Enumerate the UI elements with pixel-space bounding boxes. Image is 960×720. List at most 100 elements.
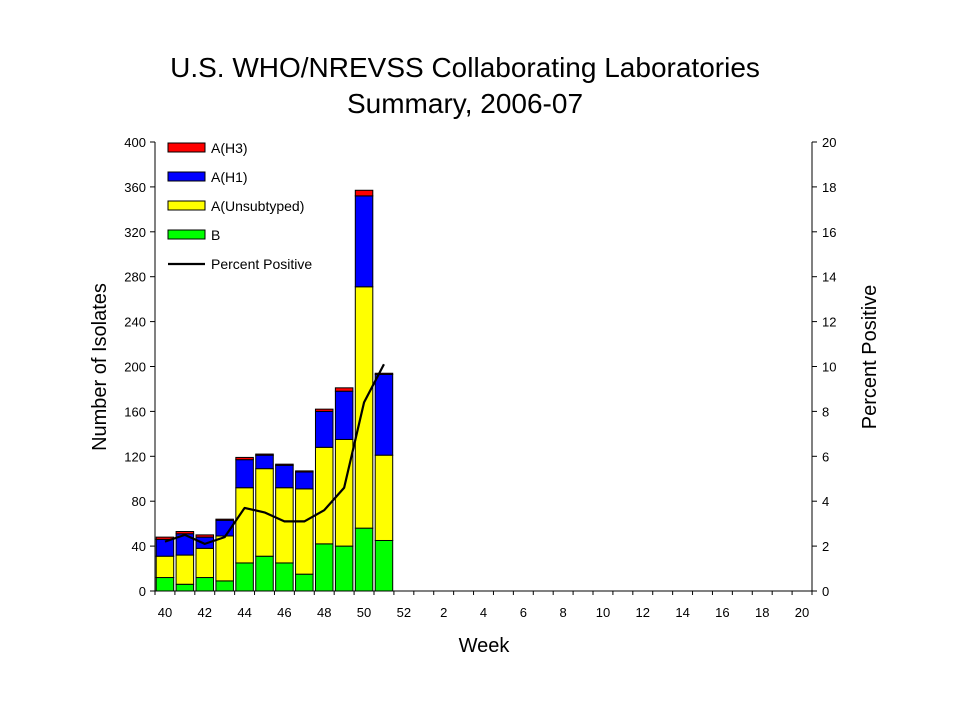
y-axis-title: Number of Isolates [89,283,111,451]
x-tick-label: 46 [277,605,291,620]
bar-a-h3-week-48 [314,408,334,412]
bar-a-h3-week-41 [175,531,195,535]
bar-a-h1-week-48 [314,410,334,448]
bar-b-week-50 [354,527,374,592]
legend-swatch-a-h1 [167,171,206,182]
y-tick-label: 0 [139,584,146,599]
chart-title: U.S. WHO/NREVSS Collaborating Laboratori… [170,52,760,83]
x-tick-label: 8 [560,605,567,620]
y2-tick-label: 8 [822,404,829,419]
bar-a-unsubtyped-week-47 [295,488,314,575]
bar-a-h3-week-42 [195,534,215,538]
x-tick-label: 48 [317,605,331,620]
bar-a-h3-week-43 [215,518,234,521]
bar-a-h3-week-46 [275,463,294,466]
percent-positive-layer [164,363,385,545]
bar-b-week-44 [235,562,254,592]
bar-a-h3-week-50 [354,189,374,197]
bar-a-unsubtyped-week-49 [334,438,354,547]
x-tick-label: 6 [520,605,527,620]
bar-a-h1-week-50 [354,195,374,288]
bar-a-h1-week-51 [374,373,394,456]
legend-label-a-h1: A(H1) [211,169,248,185]
x-tick-label: 50 [357,605,371,620]
x-tick-label: 2 [440,605,447,620]
bar-a-h3-week-51 [374,372,394,375]
bar-a-h3-week-45 [255,453,274,456]
y-tick-label: 320 [124,225,146,240]
x-tick-label: 10 [596,605,610,620]
x-tick-label: 44 [237,605,251,620]
y2-tick-label: 4 [822,494,829,509]
bar-a-unsubtyped-week-41 [175,554,195,585]
legend: A(H3) A(H1) A(Unsubtyped) B Percent Positive [167,140,312,272]
bar-a-h1-week-45 [255,454,274,470]
legend-label-a-h3: A(H3) [211,140,248,156]
axes-group: 0408012016020024028032036040002468101214… [124,135,836,620]
bar-a-h3-week-44 [235,456,254,461]
bar-b-week-43 [215,580,234,592]
y-tick-label: 240 [124,315,146,330]
chart-subtitle: Summary, 2006-07 [347,88,583,119]
y2-tick-label: 6 [822,449,829,464]
bar-b-week-47 [295,573,314,592]
bar-b-week-42 [195,577,215,592]
x-tick-label: 18 [755,605,769,620]
bar-a-unsubtyped-week-50 [354,286,374,529]
y2-tick-label: 14 [822,270,836,285]
bar-b-week-41 [175,583,195,592]
x-tick-label: 20 [795,605,809,620]
legend-swatch-a-h3 [167,142,206,153]
bar-a-h1-week-40 [155,538,175,557]
legend-label-percent-positive: Percent Positive [211,256,312,272]
bar-a-unsubtyped-week-44 [235,487,254,564]
y2-tick-label: 2 [822,539,829,554]
y2-tick-label: 10 [822,360,836,375]
x-tick-label: 4 [480,605,487,620]
x-tick-label: 42 [198,605,212,620]
bar-a-unsubtyped-week-42 [195,547,215,579]
bar-b-week-51 [374,539,394,592]
bar-a-unsubtyped-week-40 [155,555,175,579]
y-tick-label: 80 [132,494,146,509]
bar-a-h1-week-49 [334,390,354,440]
bar-a-h1-week-44 [235,459,254,489]
bar-b-week-40 [155,577,175,592]
x-tick-label: 40 [158,605,172,620]
bar-a-unsubtyped-week-43 [215,535,234,582]
x-tick-label: 16 [715,605,729,620]
y2-tick-label: 18 [822,180,836,195]
y2-tick-label: 0 [822,584,829,599]
y-tick-label: 160 [124,404,146,419]
x-tick-label: 12 [636,605,650,620]
y-tick-label: 400 [124,135,146,150]
bar-a-unsubtyped-week-48 [314,446,334,545]
bar-b-week-46 [275,562,294,592]
bar-a-h3-week-47 [295,470,314,473]
y-tick-label: 280 [124,270,146,285]
y-tick-label: 360 [124,180,146,195]
legend-swatch-a-unsubtyped [167,200,206,211]
percent-positive-line [164,363,385,545]
y-tick-label: 200 [124,360,146,375]
legend-label-a-unsubtyped: A(Unsubtyped) [211,198,304,214]
x-tick-label: 14 [675,605,689,620]
y2-tick-label: 16 [822,225,836,240]
bar-a-unsubtyped-week-46 [275,487,294,564]
bar-b-week-48 [314,543,334,592]
y2-tick-label: 20 [822,135,836,150]
legend-swatch-b [167,229,206,240]
x-axis-title: Week [459,635,511,657]
bar-a-h3-week-49 [334,387,354,392]
y2-tick-label: 12 [822,315,836,330]
bar-a-h1-week-47 [295,471,314,490]
bar-group [155,189,394,592]
bar-b-week-49 [334,545,354,592]
y2-axis-title: Percent Positive [859,285,881,430]
x-tick-label: 52 [397,605,411,620]
bar-a-unsubtyped-week-51 [374,454,394,541]
bar-b-week-45 [255,555,274,592]
legend-label-b: B [211,227,220,243]
bar-a-h1-week-46 [275,464,294,489]
